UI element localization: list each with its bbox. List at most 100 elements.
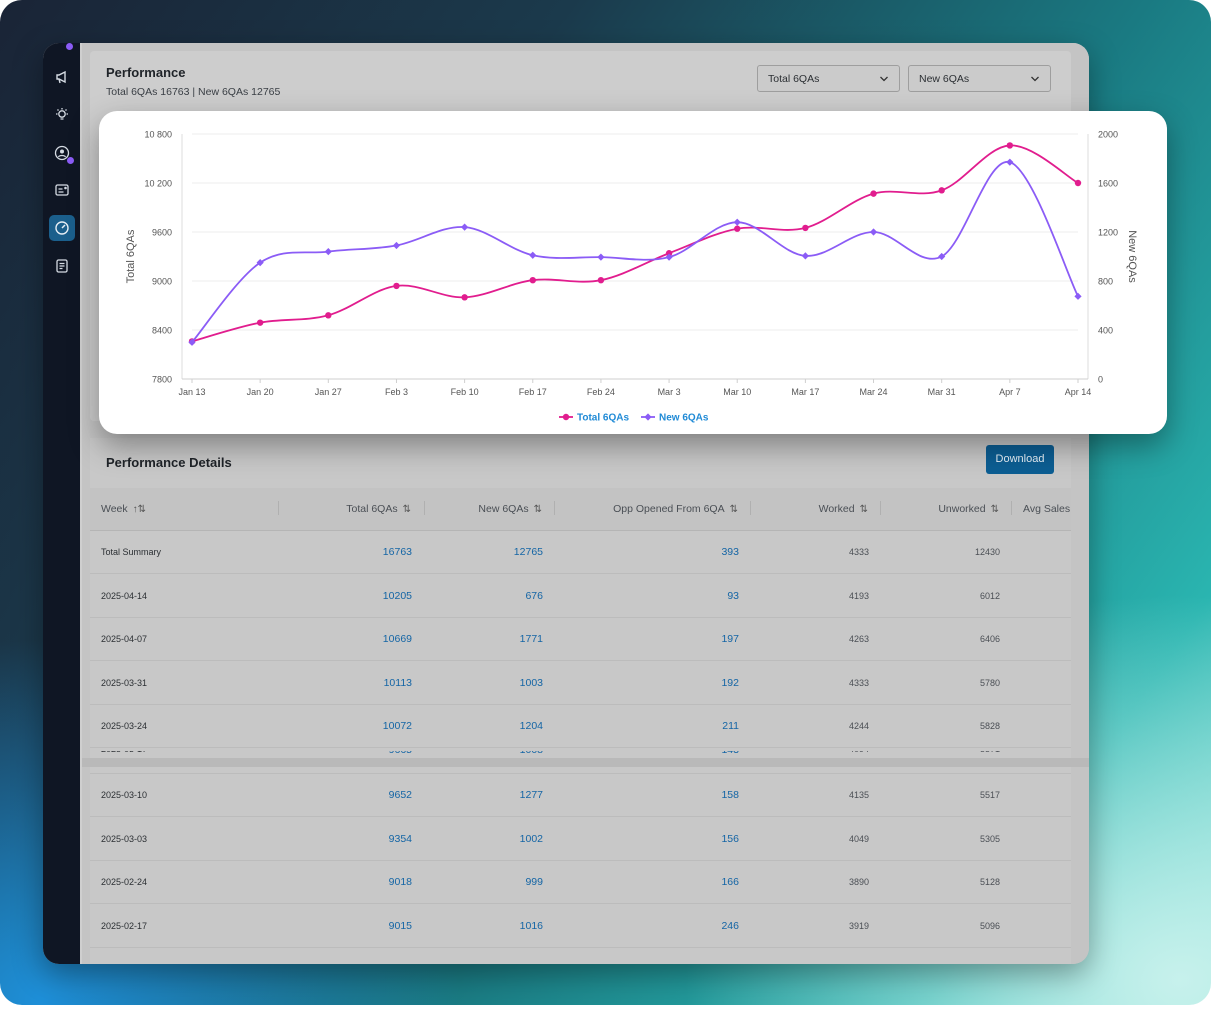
data-point-total-6qas [1074, 179, 1082, 187]
sidebar [43, 43, 80, 964]
y-tick-label: 7800 [152, 375, 172, 385]
cell-new-6qas[interactable]: 1008 [520, 751, 543, 756]
cell-unworked: 5571 [980, 751, 1000, 754]
data-point-new-6qas [461, 223, 469, 231]
id-card-icon[interactable] [49, 177, 75, 203]
cell-total-6qas[interactable]: 10669 [382, 633, 412, 646]
cell-opp-opened[interactable]: 211 [722, 720, 739, 733]
cell-total-6qas[interactable]: 9018 [388, 876, 412, 889]
scroll-divider [82, 758, 1089, 767]
column-separator [1011, 501, 1012, 515]
column-header-new-6qas[interactable]: New 6QAs ⇅ [478, 503, 542, 515]
sort-icon[interactable]: ⇅ [859, 504, 868, 515]
cell-opp-opened[interactable]: 158 [721, 789, 739, 801]
cell-week: 2025-03-03 [101, 833, 148, 844]
legend-item-new-6qas[interactable]: New 6QAs [641, 413, 709, 424]
cell-week: 2025-02-17 [101, 920, 148, 931]
user-circle-icon[interactable] [49, 140, 75, 166]
legend-marker [644, 413, 652, 421]
data-point-total-6qas [325, 312, 332, 319]
legend-item-total-6qas[interactable]: Total 6QAs [559, 413, 629, 424]
cell-opp-opened[interactable]: 93 [727, 589, 739, 602]
column-label: Week [101, 503, 128, 515]
data-point-total-6qas [393, 282, 400, 290]
download-button[interactable]: Download [986, 445, 1054, 474]
x-tick-label: Mar 31 [928, 387, 956, 397]
cell-opp-opened[interactable]: 192 [721, 676, 739, 689]
x-tick-label: Jan 13 [178, 387, 205, 397]
data-point-new-6qas [188, 338, 196, 346]
metric-select-2[interactable]: New 6QAs [908, 65, 1051, 92]
cell-total-6qas[interactable]: 10205 [382, 589, 412, 602]
y-tick-label: 9000 [152, 277, 172, 287]
cell-new-6qas[interactable]: 1016 [519, 919, 543, 932]
cell-total-6qas[interactable]: 9354 [388, 832, 412, 845]
cell-opp-opened[interactable]: 393 [721, 546, 739, 558]
column-header-unworked[interactable]: Unworked ⇅ [938, 503, 999, 515]
column-separator [554, 501, 555, 515]
cell-opp-opened[interactable]: 143 [721, 751, 739, 756]
cell-new-6qas[interactable]: 1003 [519, 676, 543, 689]
cell-new-6qas[interactable]: 1277 [519, 789, 543, 801]
column-label: Worked [818, 503, 855, 515]
cell-total-6qas[interactable]: 16763 [382, 546, 412, 558]
series-line-total-6qas [191, 144, 1079, 343]
column-label: Opp Opened From 6QA [613, 503, 725, 515]
sort-icon[interactable]: ⇅ [990, 504, 999, 515]
column-header-total-6qas[interactable]: Total 6QAs ⇅ [346, 503, 411, 515]
x-tick-label: Mar 10 [723, 387, 751, 397]
data-point-new-6qas [801, 252, 809, 260]
megaphone-icon[interactable] [49, 64, 75, 90]
chart-card: 7800 0 8400 400 9000 800 9600 1200 10 200 1600 10 … [99, 111, 1167, 434]
column-label: Avg Sales [1023, 503, 1071, 515]
cell-new-6qas[interactable]: 999 [525, 876, 543, 889]
column-separator [278, 501, 279, 515]
sort-icon[interactable]: ↑⇅ [132, 504, 147, 515]
cell-unworked: 6012 [979, 590, 1000, 601]
cell-opp-opened[interactable]: 197 [721, 633, 739, 646]
cell-new-6qas[interactable]: 1771 [519, 633, 543, 646]
sort-icon[interactable]: ⇅ [402, 504, 411, 515]
gauge-icon[interactable] [49, 215, 75, 241]
cell-new-6qas[interactable]: 12765 [513, 546, 543, 558]
cell-worked: 4135 [848, 790, 869, 800]
cell-new-6qas[interactable]: 1204 [519, 720, 543, 733]
lightbulb-icon[interactable] [49, 102, 75, 128]
cell-total-6qas[interactable]: 9665 [389, 751, 412, 756]
cell-opp-opened[interactable]: 156 [721, 832, 739, 845]
x-tick-label: Mar 24 [860, 387, 888, 397]
cell-total-6qas[interactable]: 9015 [388, 919, 412, 932]
metric-select-1[interactable]: Total 6QAs [757, 65, 900, 92]
cell-total-6qas[interactable]: 9652 [388, 789, 412, 801]
column-header-worked[interactable]: Worked ⇅ [819, 503, 868, 515]
cell-week: 2025-04-14 [101, 590, 148, 601]
cell-week: 2025-04-07 [101, 634, 148, 645]
column-header-week[interactable]: Week ↑⇅ [101, 503, 146, 515]
notification-dot [66, 43, 73, 50]
cell-unworked: 12430 [974, 547, 1000, 557]
data-point-total-6qas [802, 224, 809, 232]
data-point-total-6qas [461, 294, 468, 301]
cell-total-6qas[interactable]: 10113 [383, 676, 412, 689]
cell-new-6qas[interactable]: 1002 [519, 832, 543, 845]
cell-unworked: 5517 [979, 790, 1000, 800]
chevron-down-icon [1031, 76, 1039, 82]
cell-opp-opened[interactable]: 246 [721, 919, 739, 932]
cell-new-6qas[interactable]: 676 [525, 589, 543, 602]
notes-icon[interactable] [49, 253, 75, 279]
y2-tick-label: 800 [1098, 277, 1113, 287]
x-tick-label: Feb 24 [587, 387, 615, 397]
table-row: 2025-03-17 9665 1008 143 4094 5571 [90, 751, 1071, 774]
cell-total-6qas[interactable]: 10072 [382, 720, 412, 733]
column-header-opp-opened[interactable]: Opp Opened From 6QA ⇅ [613, 503, 738, 515]
series-line-new-6qas [191, 161, 1079, 343]
data-point-new-6qas [256, 259, 264, 267]
y-tick-label: 10 800 [144, 130, 172, 140]
sort-icon[interactable]: ⇅ [729, 504, 738, 515]
sort-icon[interactable]: ⇅ [533, 504, 542, 515]
column-header-avg-sales[interactable]: Avg Sales [1023, 503, 1070, 515]
cell-opp-opened[interactable]: 166 [721, 876, 739, 889]
table-row: 2025-02-24 9018 999 166 3890 5128 [90, 860, 1071, 905]
data-point-total-6qas [938, 187, 945, 194]
x-tick-label: Feb 3 [385, 387, 408, 397]
